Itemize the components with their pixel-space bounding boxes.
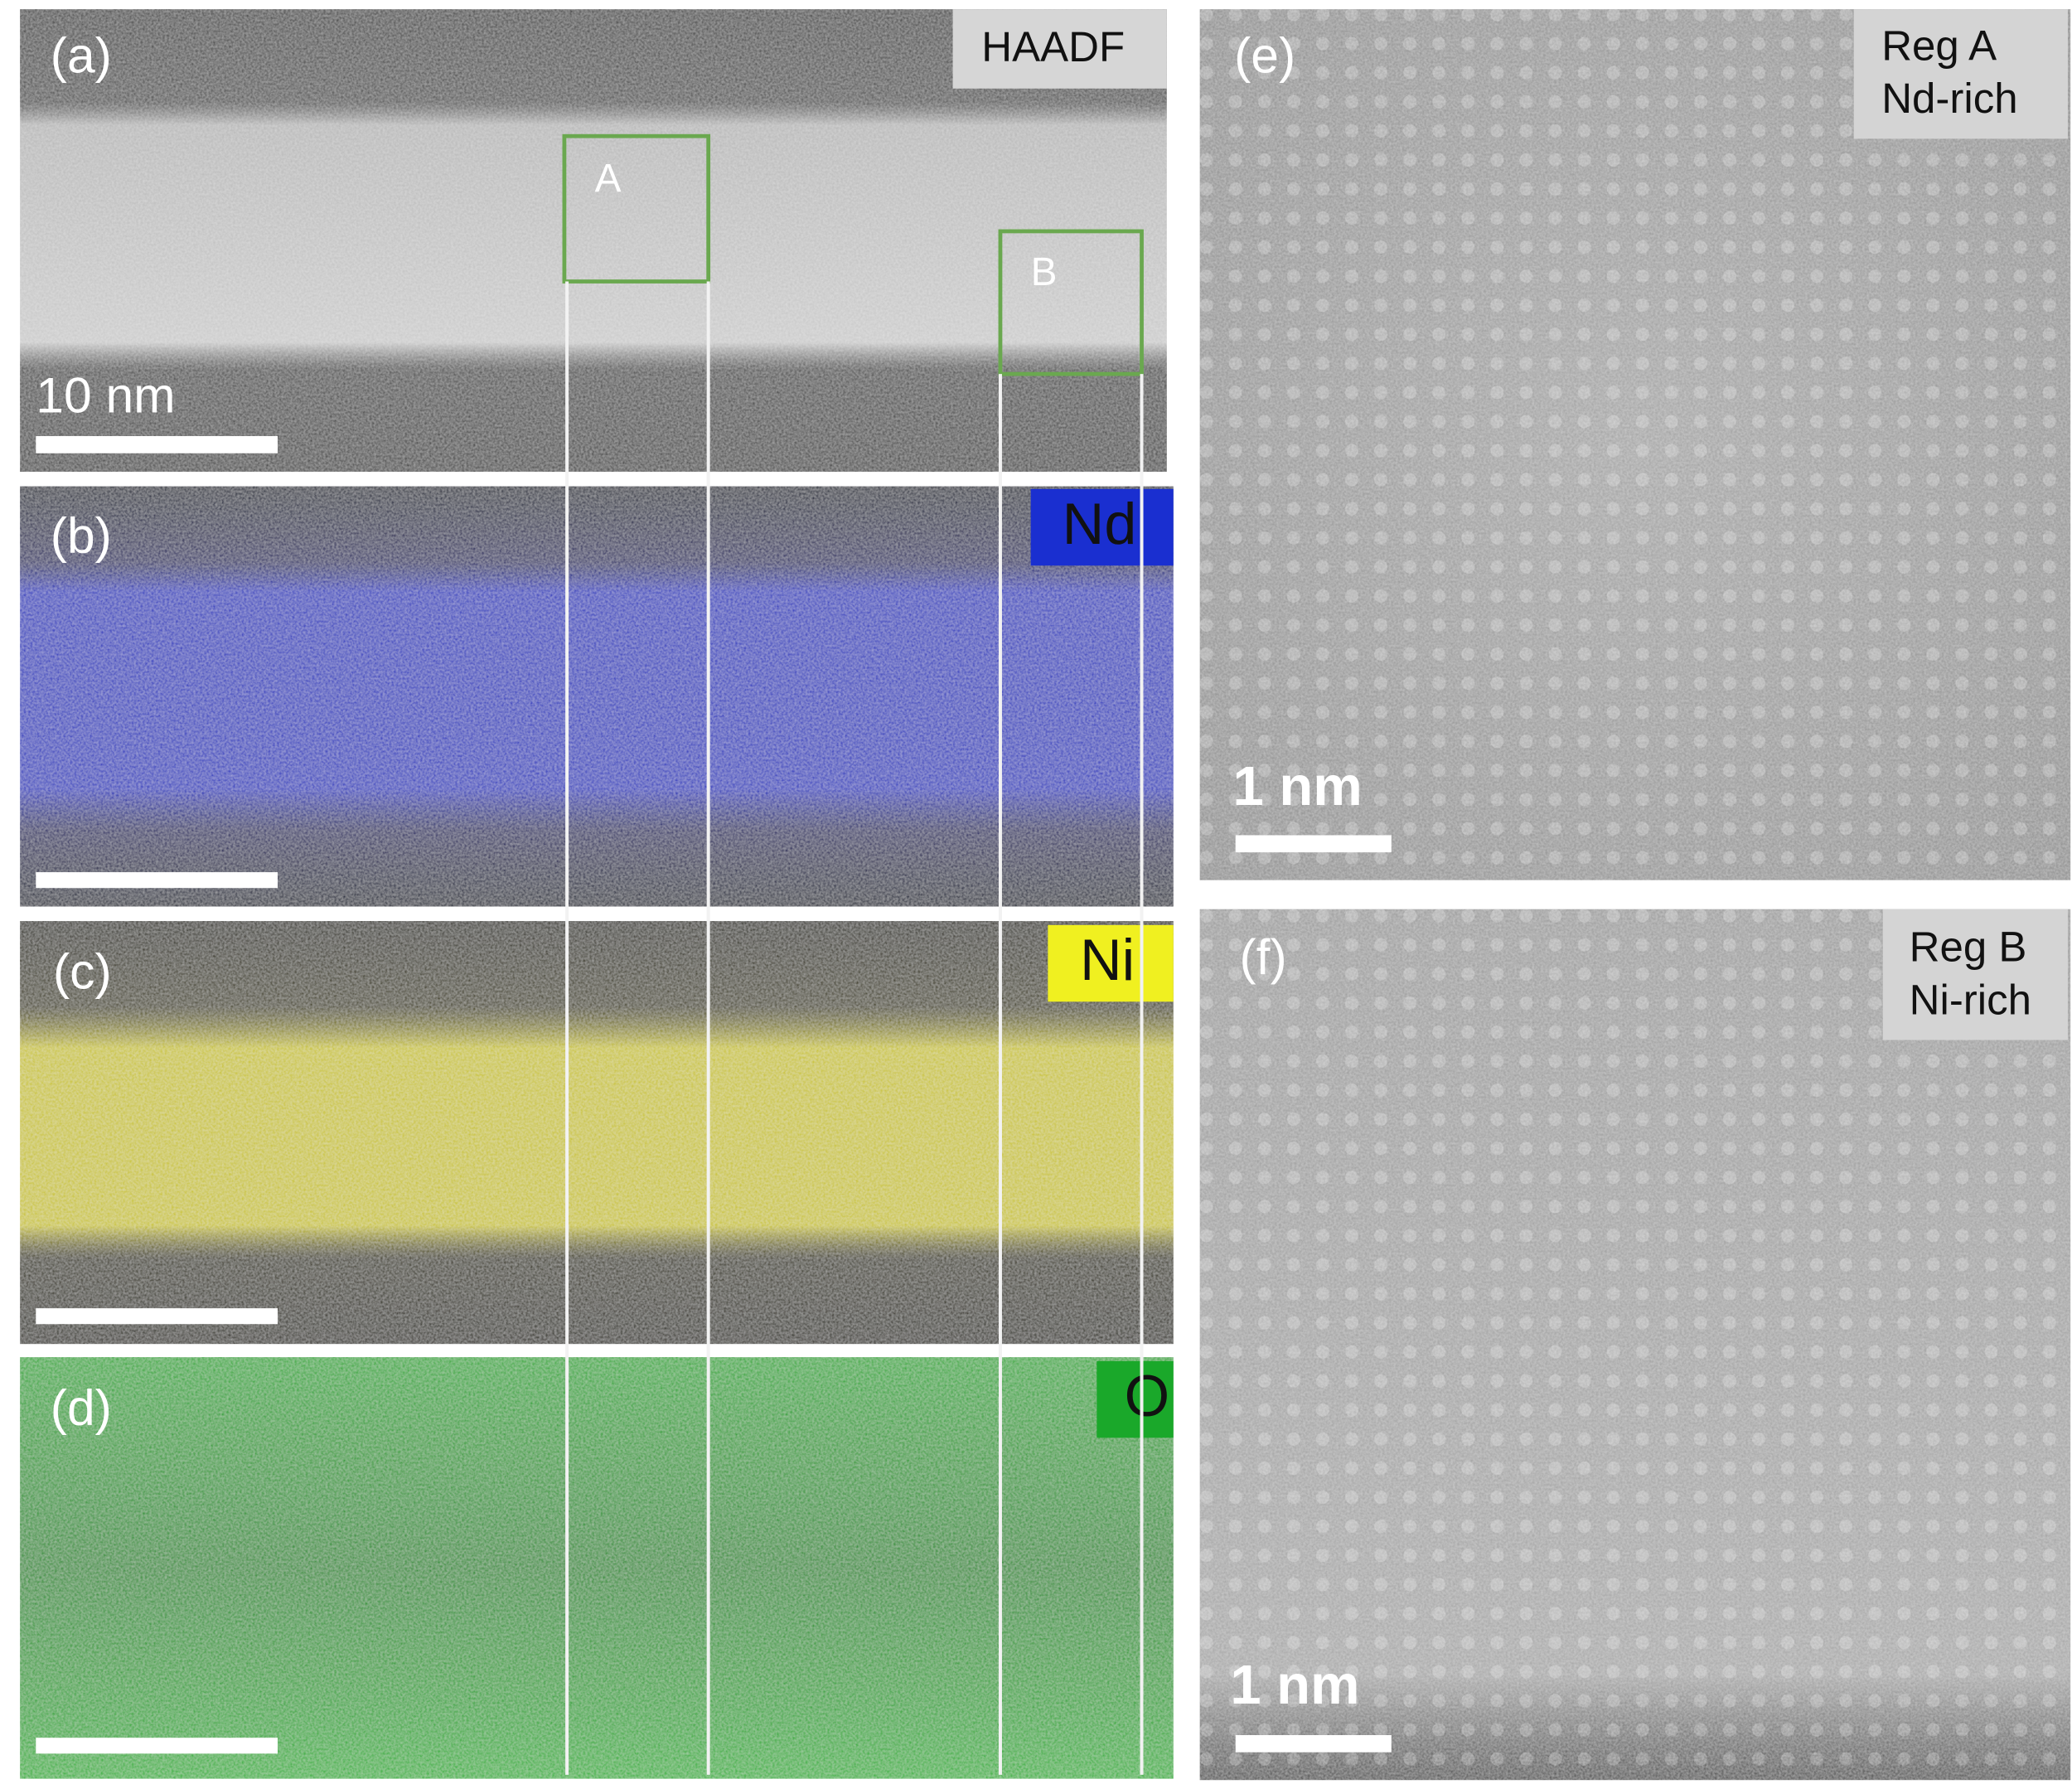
scale-bar-label: 1 nm (1230, 1654, 1359, 1716)
tag: Reg B (1910, 924, 2027, 971)
panel-label: (c) (53, 943, 112, 999)
region-box (562, 133, 711, 284)
tag-box (1853, 9, 2068, 139)
nd-map (20, 486, 1174, 907)
panel-label: (d) (51, 1379, 112, 1435)
scale-bar-label: 10 nm (36, 366, 175, 423)
panel-label: (e) (1234, 27, 1295, 84)
tag: O (1125, 1364, 1170, 1428)
scale-bar (1235, 835, 1392, 853)
region-box (998, 229, 1144, 376)
panel-label: (a) (51, 27, 112, 84)
panel-d: O (d) (20, 1357, 1174, 1779)
tag: Nd (1063, 492, 1137, 556)
lattice (1199, 909, 2071, 1781)
ni-map (20, 921, 1174, 1345)
tag-box (1882, 909, 2068, 1040)
tag: Ni-rich (1910, 976, 2031, 1023)
scale-bar (36, 872, 278, 889)
tag: HAADF (981, 23, 1125, 70)
tag: Ni (1080, 928, 1135, 992)
scale-bar (1235, 1735, 1392, 1752)
tag-box (952, 9, 1167, 89)
guide-lines (565, 281, 1144, 1775)
scale-bar (36, 1308, 278, 1325)
scale-bar-label: 1 nm (1233, 755, 1363, 817)
scale-bar (36, 436, 278, 453)
tag: Nd-rich (1881, 75, 2017, 122)
panel-b: Nd (b) (20, 486, 1174, 907)
panel-f: Reg B Ni-rich (f) 1 nm (1199, 909, 2071, 1781)
panel-label: (f) (1239, 928, 1286, 985)
tag-box (1030, 488, 1174, 566)
panel-c: Ni (c) (20, 921, 1174, 1345)
panel-label: (b) (51, 507, 112, 563)
panel-e: Reg A Nd-rich (e) 1 nm (1199, 9, 2071, 880)
tag: Reg A (1881, 22, 1997, 69)
scale-bar (36, 1738, 278, 1754)
o-map (20, 1357, 1174, 1779)
tag-box (1048, 924, 1174, 1002)
tag-box (1097, 1360, 1174, 1438)
region-label: A (595, 157, 622, 201)
panel-a: HAADF (a) A B 10 nm (20, 9, 1167, 473)
region-label: B (1031, 250, 1058, 294)
lattice (1199, 9, 2071, 880)
